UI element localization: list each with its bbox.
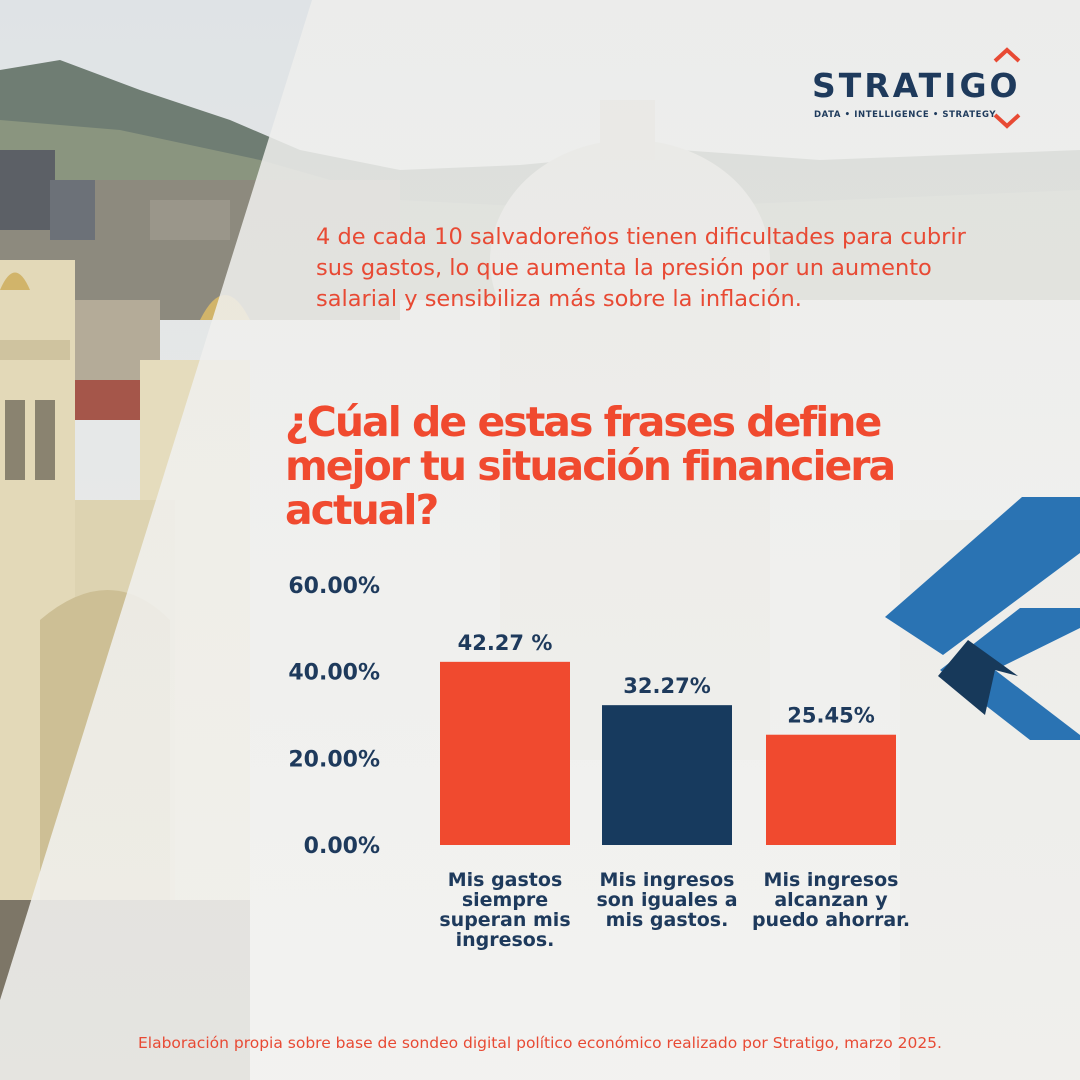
stratigo-logo: STRATIGO DATA • INTELLIGENCE • STRATEGY (812, 46, 1044, 136)
category-label: Mis gastos siempre superan mis ingresos. (439, 869, 571, 951)
bar (602, 705, 732, 845)
bar (766, 734, 896, 845)
bar-data-label: 42.27 % (458, 631, 553, 655)
bar-data-label: 32.27% (623, 674, 710, 698)
category-label: Mis ingresos alcanzan y puedo ahorrar. (751, 869, 911, 931)
bar (440, 661, 570, 845)
y-tick-label: 40.00% (288, 661, 380, 686)
category-label: Mis ingresos son iguales a mis gastos. (596, 869, 738, 931)
y-tick-label: 20.00% (288, 747, 380, 772)
y-tick-label: 0.00% (304, 834, 380, 859)
logo-wordmark: STRATIGO (812, 66, 1021, 105)
logo-tagline: DATA • INTELLIGENCE • STRATEGY (814, 110, 997, 120)
chevron-up-icon (993, 47, 1021, 63)
intro-text: 4 de cada 10 salvadoreños tienen dificul… (316, 224, 966, 312)
question-heading: ¿Cúal de estas frases define mejor tu si… (285, 398, 896, 534)
chevron-down-icon (993, 113, 1021, 129)
source-note: Elaboración propia sobre base de sondeo … (138, 1034, 942, 1052)
bar-data-label: 25.45% (787, 704, 874, 728)
y-tick-label: 60.00% (288, 574, 380, 599)
